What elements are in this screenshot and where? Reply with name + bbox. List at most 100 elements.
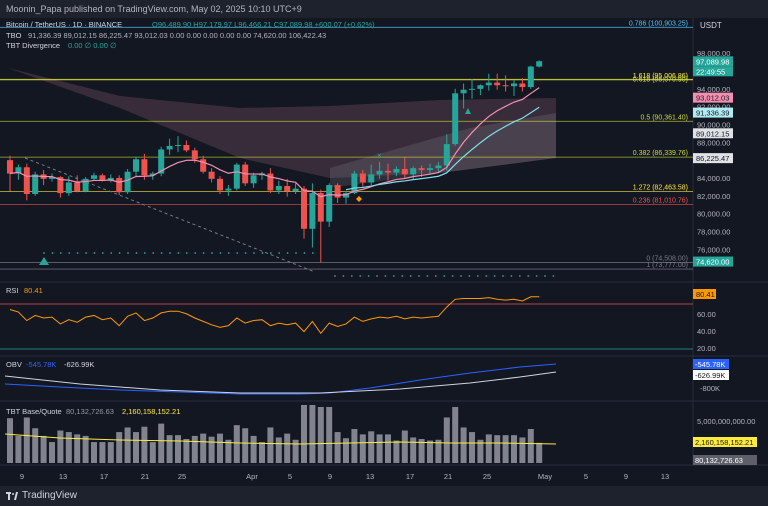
volume-bar bbox=[275, 437, 282, 463]
candle-body bbox=[23, 167, 30, 195]
trend-line-dashed bbox=[24, 157, 316, 273]
candle-body bbox=[401, 169, 408, 175]
price-badge: 86,225.47 bbox=[696, 154, 729, 163]
candle-body bbox=[250, 175, 257, 184]
ema-cloud-band-light bbox=[330, 113, 556, 188]
volume-bar bbox=[401, 430, 408, 463]
candle-body bbox=[502, 85, 509, 87]
signal-dot bbox=[76, 252, 79, 254]
candle-body bbox=[91, 175, 97, 179]
fib-levels: 0.786 (100,903.25) 1.618 (95,006.86)0.618… bbox=[0, 20, 693, 270]
candle-body bbox=[149, 173, 156, 176]
signal-dot bbox=[135, 252, 138, 254]
candle-body bbox=[217, 178, 223, 191]
volume-bar bbox=[57, 430, 64, 463]
signal-dot bbox=[401, 275, 404, 277]
candle-body bbox=[284, 185, 291, 192]
obv-badge-2-bg bbox=[693, 370, 729, 380]
price-badge: 89,012.15 bbox=[696, 129, 729, 138]
volume-bar bbox=[334, 432, 341, 463]
signal-dot bbox=[202, 252, 205, 254]
rsi-line bbox=[9, 296, 540, 335]
candle-body bbox=[359, 173, 366, 183]
time-tick: 9 bbox=[20, 472, 24, 481]
candle-body bbox=[141, 159, 148, 176]
candle-body bbox=[351, 173, 358, 194]
volume-tick: 5,000,000,000.00 bbox=[697, 417, 755, 426]
candle-body bbox=[183, 144, 190, 151]
candle-body bbox=[477, 85, 484, 89]
signal-dot bbox=[367, 275, 370, 277]
candle-body bbox=[133, 159, 139, 172]
volume-bar bbox=[175, 435, 181, 463]
volume-bar bbox=[351, 429, 358, 463]
volume-bar bbox=[225, 439, 232, 463]
candle-body bbox=[32, 174, 39, 195]
time-tick: 13 bbox=[59, 472, 67, 481]
price-badge: 22:49:55 bbox=[696, 67, 725, 76]
publish-header: Moonin_Papa published on TradingView.com… bbox=[0, 0, 768, 18]
time-tick: 13 bbox=[661, 472, 669, 481]
volume-bar bbox=[443, 417, 450, 463]
obv-badge-1-bg bbox=[693, 359, 729, 369]
candle-body bbox=[334, 185, 341, 198]
volume-badge-2-bg bbox=[693, 455, 757, 465]
signal-dot bbox=[552, 275, 555, 277]
signal-dot bbox=[409, 275, 412, 277]
signal-dot bbox=[93, 252, 96, 254]
volume-bar bbox=[166, 435, 173, 463]
ema-teal-line bbox=[345, 106, 540, 191]
fib-label: 1.618 (95,006.86) bbox=[633, 73, 688, 80]
signal-dot bbox=[392, 275, 395, 277]
candle-body bbox=[208, 171, 215, 179]
x-marker: × bbox=[377, 151, 382, 160]
signal-dot bbox=[152, 252, 155, 254]
fib-label: 0.786 (100,903.25) bbox=[629, 20, 688, 27]
volume-bar bbox=[511, 435, 517, 463]
footer-bar: TradingView bbox=[0, 486, 768, 506]
candle-body bbox=[511, 83, 517, 87]
time-tick: May bbox=[538, 472, 552, 481]
price-tick: 98,000.00 bbox=[697, 49, 730, 58]
volume-bar bbox=[418, 439, 425, 463]
chart-svg[interactable]: 0.786 (100,903.25) 1.618 (95,006.86)0.618… bbox=[0, 18, 768, 486]
volume-bar bbox=[208, 436, 215, 463]
volume-bar bbox=[40, 435, 47, 463]
price-tick: 76,000.00 bbox=[697, 245, 730, 254]
currency-label: USDT bbox=[700, 21, 722, 30]
volume-bar bbox=[149, 442, 156, 463]
volume-bar bbox=[477, 439, 484, 463]
fib-label: 1.272 (82,463.58) bbox=[633, 185, 688, 192]
signal-dot bbox=[334, 275, 336, 277]
volume-bar bbox=[359, 434, 366, 463]
signal-dot bbox=[68, 252, 71, 254]
volume-bar bbox=[23, 417, 30, 463]
volume-bar bbox=[116, 432, 123, 463]
candle-body bbox=[326, 185, 333, 222]
candle-body bbox=[158, 149, 165, 174]
signal-dot bbox=[359, 275, 362, 277]
volume-bar bbox=[494, 435, 501, 463]
signal-dot bbox=[384, 275, 387, 277]
signal-dot bbox=[253, 252, 255, 254]
signal-dot bbox=[169, 252, 171, 254]
buy-signal-triangle bbox=[39, 257, 49, 265]
candle-body bbox=[191, 150, 198, 160]
diamond-marker bbox=[356, 196, 362, 202]
time-tick: 21 bbox=[444, 472, 452, 481]
price-badge: 74,620.00 bbox=[696, 258, 729, 267]
signal-dot bbox=[101, 252, 104, 254]
divergence-label: TBT Divergence bbox=[6, 41, 60, 50]
volume-bar bbox=[217, 433, 223, 463]
price-badge-bg bbox=[693, 256, 733, 267]
price-badge-bg bbox=[693, 66, 733, 77]
price-tick: 90,000.00 bbox=[697, 120, 730, 129]
signal-dot bbox=[227, 252, 230, 254]
time-tick: 17 bbox=[100, 472, 108, 481]
candle-body bbox=[527, 66, 534, 88]
volume-badge-1: 2,160,158,152.21 bbox=[695, 438, 753, 447]
price-badge-bg bbox=[693, 56, 733, 67]
divergence-values: 0.00 ∅ 0.00 ∅ bbox=[68, 41, 117, 50]
volume-bar bbox=[284, 433, 291, 463]
signal-dot bbox=[434, 275, 437, 277]
